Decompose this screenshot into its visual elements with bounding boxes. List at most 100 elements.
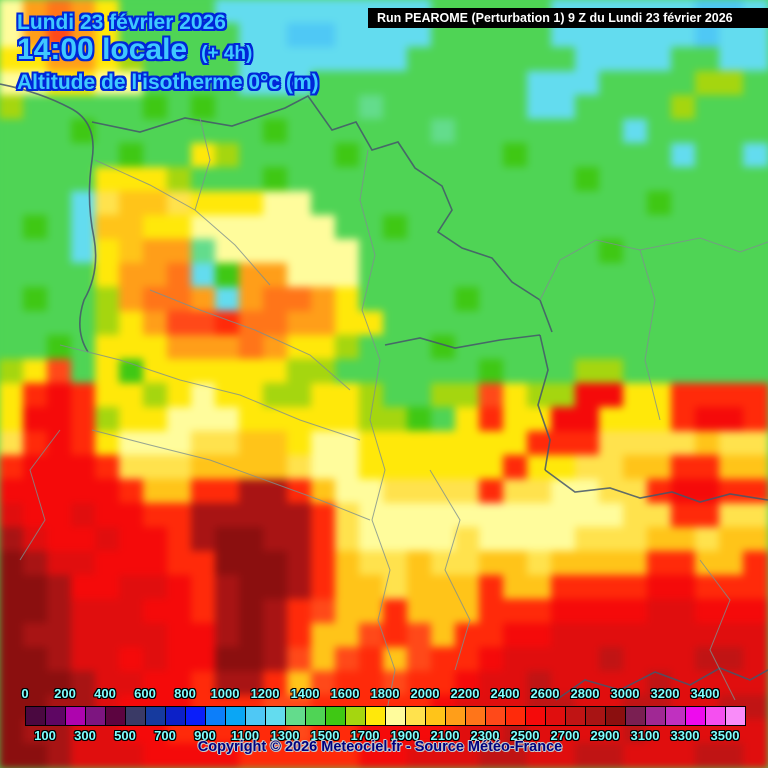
map-cell <box>239 239 265 265</box>
map-cell <box>23 143 49 169</box>
map-cell <box>335 383 361 409</box>
map-cell <box>695 503 721 529</box>
map-cell <box>95 599 121 625</box>
map-cell <box>215 647 241 673</box>
map-cell <box>287 0 313 25</box>
map-cell <box>551 551 577 577</box>
map-cell <box>23 167 49 193</box>
map-cell <box>719 575 745 601</box>
scale-swatch <box>625 706 646 726</box>
map-cell <box>143 479 169 505</box>
scale-label: 300 <box>74 728 96 743</box>
map-cell <box>311 503 337 529</box>
map-cell <box>407 119 433 145</box>
scale-swatch <box>585 706 606 726</box>
map-cell <box>47 359 73 385</box>
map-cell <box>551 215 577 241</box>
map-cell <box>191 95 217 121</box>
map-cell <box>551 431 577 457</box>
scale-swatch <box>305 706 326 726</box>
map-cell <box>239 23 265 49</box>
map-cell <box>719 623 745 649</box>
map-cell <box>647 287 673 313</box>
map-cell <box>119 239 145 265</box>
map-cell <box>167 503 193 529</box>
map-cell <box>479 503 505 529</box>
map-cell <box>599 455 625 481</box>
map-cell <box>743 263 768 289</box>
map-cell <box>95 143 121 169</box>
map-cell <box>0 359 25 385</box>
map-cell <box>191 143 217 169</box>
map-cell <box>71 599 97 625</box>
map-cell <box>215 599 241 625</box>
map-cell <box>191 743 217 768</box>
map-cell <box>647 71 673 97</box>
map-cell <box>503 311 529 337</box>
scale-swatch <box>685 706 706 726</box>
map-cell <box>263 239 289 265</box>
map-cell <box>599 167 625 193</box>
map-cell <box>167 335 193 361</box>
map-cell <box>431 47 457 73</box>
scale-label: 2200 <box>450 686 480 701</box>
map-cell <box>263 743 289 768</box>
map-cell <box>575 335 601 361</box>
map-cell <box>743 671 768 697</box>
map-cell <box>359 671 385 697</box>
map-cell <box>23 647 49 673</box>
map-cell <box>623 551 649 577</box>
map-cell <box>335 47 361 73</box>
map-cell <box>431 167 457 193</box>
map-cell <box>167 599 193 625</box>
map-cell <box>719 311 745 337</box>
map-cell <box>623 71 649 97</box>
map-cell <box>575 311 601 337</box>
map-cell <box>407 431 433 457</box>
map-cell <box>575 191 601 217</box>
map-cell <box>455 311 481 337</box>
map-cell <box>431 383 457 409</box>
scale-label: 3200 <box>650 686 680 701</box>
map-cell <box>647 119 673 145</box>
map-cell <box>503 551 529 577</box>
map-cell <box>455 647 481 673</box>
map-cell <box>623 95 649 121</box>
map-cell <box>71 311 97 337</box>
map-cell <box>263 263 289 289</box>
map-cell <box>143 335 169 361</box>
map-cell <box>287 71 313 97</box>
map-cell <box>383 431 409 457</box>
map-cell <box>647 335 673 361</box>
map-cell <box>743 191 768 217</box>
scale-label: 2100 <box>430 728 460 743</box>
map-cell <box>119 71 145 97</box>
department-border-line <box>59 344 361 441</box>
map-cell <box>647 527 673 553</box>
map-cell <box>311 407 337 433</box>
map-cell <box>383 335 409 361</box>
scale-swatch <box>445 706 466 726</box>
map-cell <box>0 167 25 193</box>
map-cell <box>263 311 289 337</box>
map-cell <box>215 671 241 697</box>
map-cell <box>0 551 25 577</box>
map-cell <box>743 527 768 553</box>
map-cell <box>239 359 265 385</box>
map-cell <box>0 335 25 361</box>
map-cell <box>647 575 673 601</box>
map-cell <box>503 143 529 169</box>
map-cell <box>71 575 97 601</box>
map-cell <box>503 623 529 649</box>
map-cell <box>287 359 313 385</box>
map-cell <box>191 503 217 529</box>
map-cell <box>551 623 577 649</box>
map-cell <box>23 575 49 601</box>
map-cell <box>143 143 169 169</box>
map-cell <box>479 623 505 649</box>
map-cell <box>719 527 745 553</box>
map-cell <box>95 623 121 649</box>
map-cell <box>623 527 649 553</box>
map-cell <box>623 503 649 529</box>
map-cell <box>503 239 529 265</box>
